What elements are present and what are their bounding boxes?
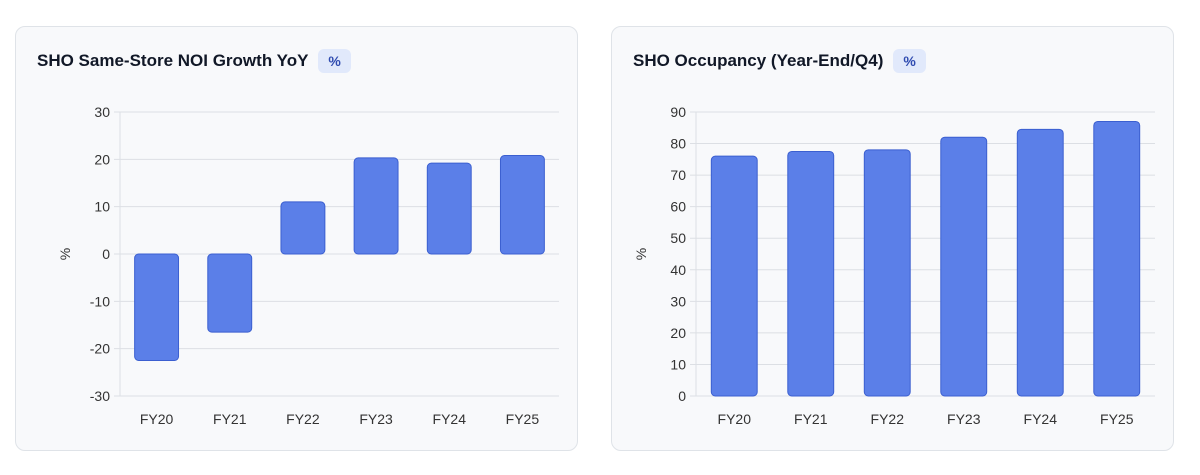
occupancy-card: SHO Occupancy (Year-End/Q4) % 0 10 20 30 40 5…	[611, 26, 1174, 451]
bar-fy22	[863, 149, 911, 397]
bar-fy20	[134, 253, 180, 361]
x-tick-label: FY25	[506, 411, 540, 427]
card-header: SHO Occupancy (Year-End/Q4) %	[633, 49, 926, 73]
x-tick-label: FY24	[1024, 411, 1058, 427]
bar-fy21	[207, 253, 253, 333]
y-axis-label: %	[633, 248, 649, 260]
y-tick-label: 40	[670, 262, 686, 278]
y-tick-label: 10	[94, 199, 110, 215]
bar-fy24	[1016, 128, 1064, 397]
y-tick-label: 30	[94, 104, 110, 120]
y-tick-label: 20	[670, 325, 686, 341]
chart-title: SHO Occupancy (Year-End/Q4)	[633, 51, 884, 70]
noi-growth-card: SHO Same-Store NOI Growth YoY % -30 -20 -1…	[15, 26, 578, 451]
bar-fy23	[353, 157, 399, 255]
y-tick-label: -20	[90, 341, 110, 357]
x-tick-label: FY24	[433, 411, 467, 427]
unit-badge: %	[893, 49, 926, 73]
y-tick-label: 20	[94, 151, 110, 167]
card-header: SHO Same-Store NOI Growth YoY %	[37, 49, 351, 73]
x-tick-label: FY23	[359, 411, 393, 427]
y-tick-label: -30	[90, 388, 110, 404]
x-tick-label: FY25	[1100, 411, 1134, 427]
bar-fy22	[280, 201, 326, 255]
y-tick-label: 0	[102, 246, 110, 262]
bar-fy20	[710, 155, 758, 397]
bar-fy24	[426, 162, 472, 255]
x-tick-label: FY21	[794, 411, 828, 427]
y-tick-label: 90	[670, 104, 686, 120]
x-tick-label: FY20	[718, 411, 752, 427]
x-tick-label: FY22	[286, 411, 320, 427]
x-tick-label: FY23	[947, 411, 981, 427]
bar-fy21	[787, 150, 835, 397]
y-tick-label: 80	[670, 136, 686, 152]
unit-badge: %	[318, 49, 351, 73]
chart-title: SHO Same-Store NOI Growth YoY	[37, 51, 309, 70]
y-tick-label: 10	[670, 356, 686, 372]
bar-fy25	[1093, 120, 1141, 397]
y-tick-label: 70	[670, 167, 686, 183]
y-axis-label: %	[57, 248, 73, 260]
y-tick-label: 50	[670, 230, 686, 246]
y-tick-label: 60	[670, 199, 686, 215]
x-tick-label: FY20	[140, 411, 174, 427]
bar-fy25	[499, 155, 545, 255]
x-tick-label: FY22	[871, 411, 905, 427]
y-tick-label: 0	[678, 388, 686, 404]
y-tick-label: -10	[90, 293, 110, 309]
bar-fy23	[940, 136, 988, 397]
occupancy-chart: 0 10 20 30 40 50 60 70 80 90% FY20 FY21 FY22 FY23 FY24…	[633, 104, 1155, 427]
noi-growth-chart: -30 -20 -10 0 10 20 30% FY20 FY21 FY22 FY23 FY24 FY2…	[57, 104, 559, 427]
x-tick-label: FY21	[213, 411, 247, 427]
y-tick-label: 30	[670, 293, 686, 309]
